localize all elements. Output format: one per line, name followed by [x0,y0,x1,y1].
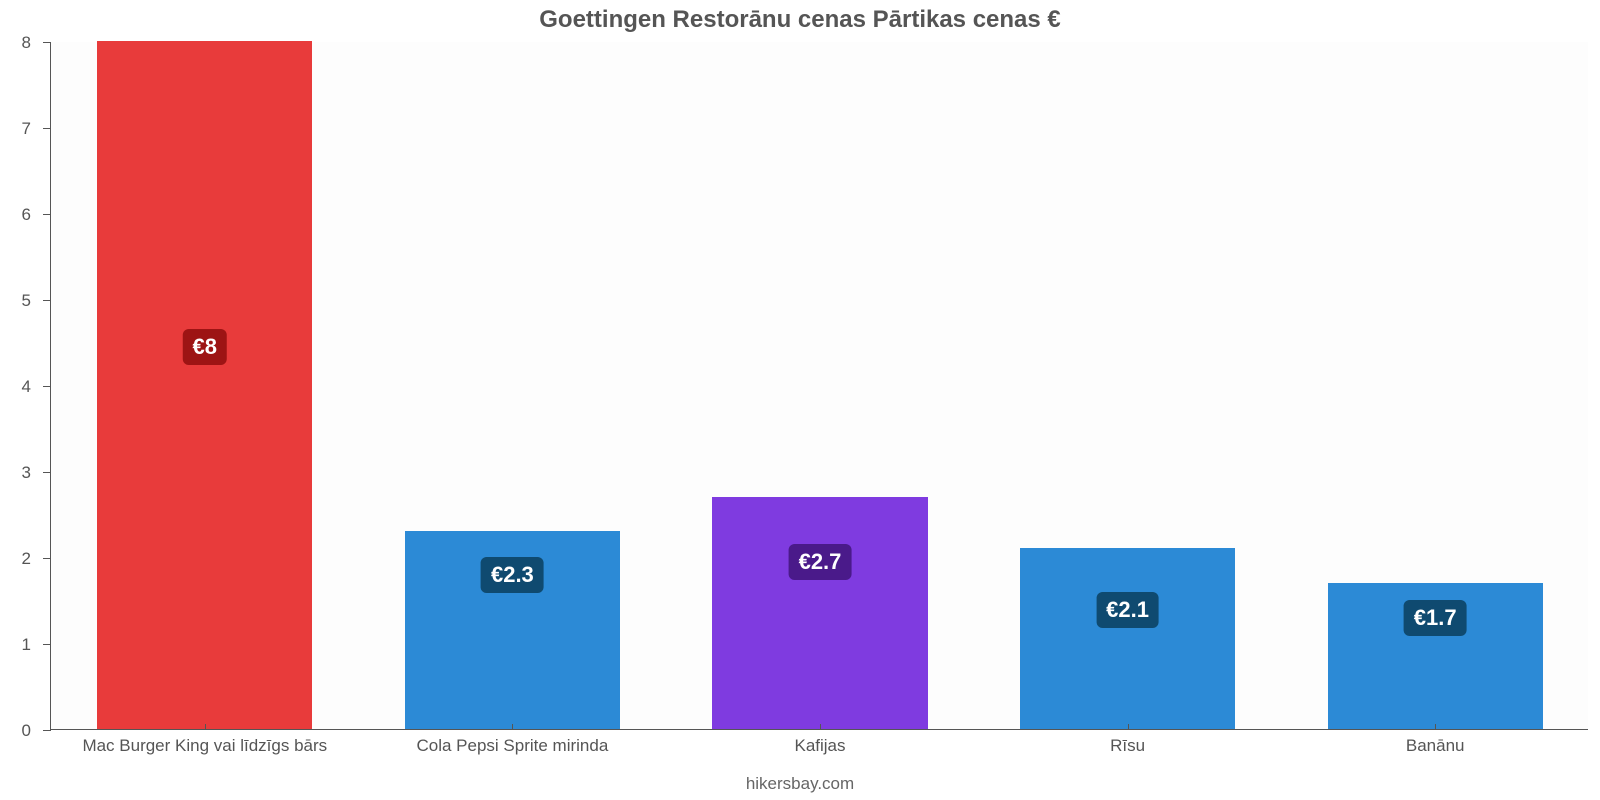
y-tick-label: 2 [22,549,31,569]
y-tick-label: 5 [22,291,31,311]
y-tick-label: 0 [22,721,31,741]
y-tick-mark [43,300,51,301]
price-bar-chart: Goettingen Restorānu cenas Pārtikas cena… [0,0,1600,800]
value-label: €1.7 [1404,600,1467,636]
y-tick-mark [43,42,51,43]
value-label: €2.7 [789,544,852,580]
plot-area: 012345678 €8€2.3€2.7€2.1€1.7 Mac Burger … [50,42,1588,730]
y-tick-label: 7 [22,119,31,139]
y-tick-mark [43,730,51,731]
x-axis-label: Cola Pepsi Sprite mirinda [416,736,608,756]
x-tick-mark [1435,724,1436,730]
y-tick-label: 8 [22,33,31,53]
value-label: €2.1 [1096,592,1159,628]
y-tick-mark [43,644,51,645]
y-tick-label: 6 [22,205,31,225]
chart-title: Goettingen Restorānu cenas Pārtikas cena… [0,0,1600,34]
bar [712,497,927,729]
x-tick-mark [1128,724,1129,730]
x-axis-label: Mac Burger King vai līdzīgs bārs [82,736,327,756]
x-axis-label: Banānu [1406,736,1465,756]
bar [1020,548,1235,729]
y-tick-mark [43,558,51,559]
x-tick-mark [205,724,206,730]
x-axis-label: Rīsu [1110,736,1145,756]
y-tick-mark [43,386,51,387]
x-tick-mark [512,724,513,730]
y-tick-label: 1 [22,635,31,655]
y-tick-mark [43,128,51,129]
x-tick-mark [820,724,821,730]
bars-group: €8 €2.3 €2.7 €2.1 €1.7 [51,42,1588,729]
bar [97,41,312,729]
y-tick-label: 4 [22,377,31,397]
value-label: €2.3 [481,557,544,593]
y-tick-mark [43,214,51,215]
y-tick-label: 3 [22,463,31,483]
value-label: €8 [183,329,227,365]
credit-text: hikersbay.com [0,774,1600,794]
x-axis-label: Kafijas [794,736,845,756]
y-tick-mark [43,472,51,473]
